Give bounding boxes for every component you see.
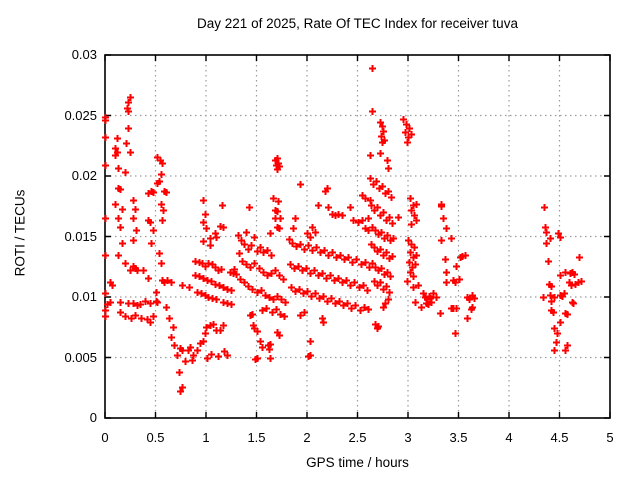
x-axis-label: GPS time / hours xyxy=(306,455,409,470)
y-tick-label: 0.015 xyxy=(64,228,97,244)
data-points-ROTI xyxy=(102,65,585,395)
x-tick-label: 0.5 xyxy=(146,430,165,445)
x-tick-label: 4.5 xyxy=(550,430,569,445)
y-tick-label: 0 xyxy=(89,410,97,425)
y-tick-label: 0.02 xyxy=(71,168,97,183)
x-tick-label: 2.5 xyxy=(348,430,367,445)
x-tick-label: 2 xyxy=(303,430,311,445)
y-tick-label: 0.01 xyxy=(71,289,97,304)
x-tick-label: 3 xyxy=(404,430,412,445)
x-tick-label: 1.5 xyxy=(247,430,266,445)
x-tick-label: 0 xyxy=(101,430,109,445)
chart-title: Day 221 of 2025, Rate Of TEC Index for r… xyxy=(197,16,518,31)
y-tick-label: 0.03 xyxy=(71,47,97,62)
x-tick-label: 1 xyxy=(202,430,210,445)
grid-lines xyxy=(105,55,610,418)
y-tick-label: 0.005 xyxy=(64,349,97,365)
y-tick-label: 0.025 xyxy=(64,107,97,123)
axis-ticks xyxy=(104,54,611,419)
x-tick-label: 3.5 xyxy=(449,430,468,445)
x-tick-label: 4 xyxy=(505,430,513,445)
x-tick-label: 5 xyxy=(606,430,614,445)
